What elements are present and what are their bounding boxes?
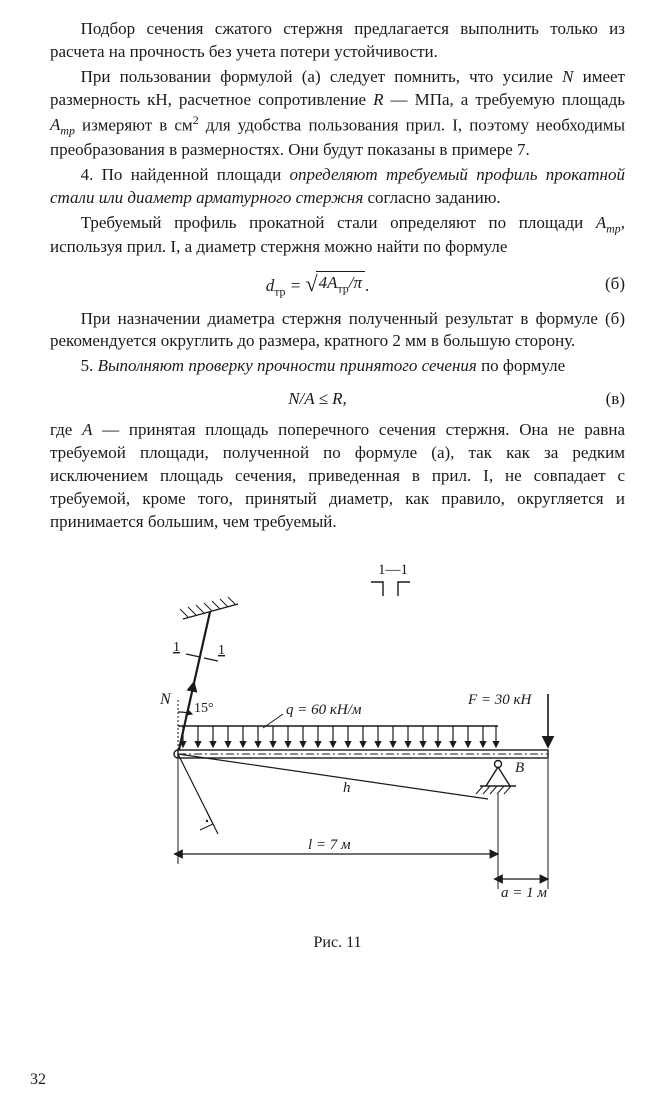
svg-text:1—1: 1—1 xyxy=(378,562,408,578)
svg-text:q = 60 кН/м: q = 60 кН/м xyxy=(286,702,362,718)
figure-caption: Рис. 11 xyxy=(50,932,625,954)
formula-b: dтр = √4Aтр/π. (б) xyxy=(50,269,625,299)
figure-svg: 1—1 1 1 N xyxy=(88,554,588,924)
dim-l: l = 7 м xyxy=(178,759,498,864)
svg-text:h: h xyxy=(343,780,351,796)
paragraph-7: где A — принятая площадь поперечного сеч… xyxy=(50,419,625,534)
distributed-load: q = 60 кН/м xyxy=(178,702,498,747)
paragraph-2: При пользовании формулой (а) следует пом… xyxy=(50,66,625,162)
sym-Atr: Aтр xyxy=(50,115,75,134)
paragraph-5: При назначении диаметра стержня полученн… xyxy=(50,308,625,354)
svg-text:a = 1 м: a = 1 м xyxy=(501,885,547,901)
figure-11: 1—1 1 1 N xyxy=(50,554,625,954)
dim-a: a = 1 м xyxy=(498,759,548,901)
svg-text:l = 7 м: l = 7 м xyxy=(308,837,351,853)
svg-text:1: 1 xyxy=(218,643,225,658)
sym-A: A xyxy=(82,420,92,439)
support-B: B xyxy=(476,760,524,794)
svg-text:1: 1 xyxy=(173,640,180,655)
svg-text:N: N xyxy=(159,691,172,708)
formula-v: N/A ≤ R, (в) xyxy=(50,388,625,411)
section-symbol: 1—1 xyxy=(371,562,410,596)
sym-R: R xyxy=(373,90,383,109)
paragraph-4: Требуемый профиль прокатной стали опреде… xyxy=(50,212,625,259)
svg-text:F = 30 кН: F = 30 кН xyxy=(467,692,533,708)
paragraph-3: 4. По найденной площади определяют требу… xyxy=(50,164,625,210)
h-line: h xyxy=(178,754,488,834)
paragraph-1: Подбор сечения сжатого стержня предлагае… xyxy=(50,18,625,64)
paragraph-6: 5. Выполняют проверку прочности принятог… xyxy=(50,355,625,378)
svg-text:B: B xyxy=(515,760,524,776)
formula-v-label: (в) xyxy=(585,388,625,411)
page-number: 32 xyxy=(30,1069,46,1091)
beam xyxy=(178,750,548,758)
force-F: F = 30 кН xyxy=(467,692,548,747)
angled-rod: 1 1 xyxy=(173,612,225,754)
svg-text:15°: 15° xyxy=(194,701,214,716)
formula-b-label: (б) xyxy=(585,273,625,296)
sym-N: N xyxy=(562,67,573,86)
sym-Atr-2: Aтр xyxy=(596,213,621,232)
